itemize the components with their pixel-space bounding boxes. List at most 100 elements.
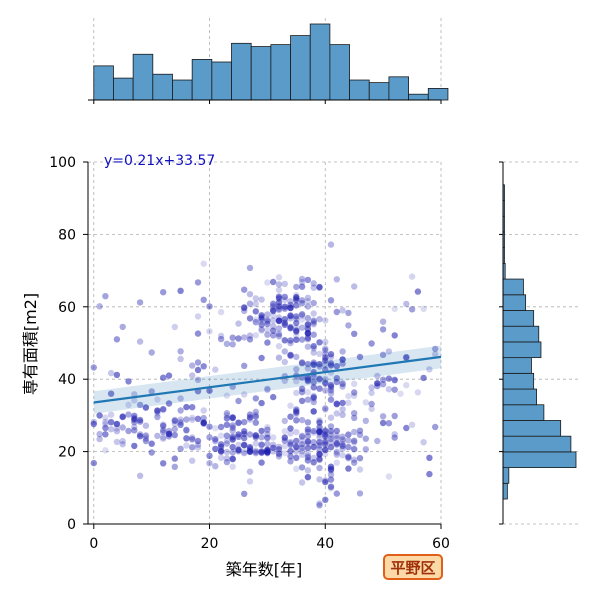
scatter-point bbox=[322, 380, 329, 388]
scatter-point bbox=[327, 435, 335, 443]
scatter-point bbox=[142, 422, 150, 429]
scatter-point bbox=[258, 459, 265, 466]
scatter-point bbox=[304, 457, 312, 464]
scatter-point bbox=[217, 454, 225, 461]
scatter-point bbox=[339, 445, 346, 452]
scatter-point bbox=[194, 330, 202, 337]
scatter-point bbox=[322, 338, 329, 346]
scatter-point bbox=[339, 440, 346, 448]
scatter-point bbox=[107, 390, 115, 397]
y-hist-bar bbox=[502, 482, 508, 500]
scatter-point bbox=[333, 440, 340, 447]
scatter-point bbox=[264, 386, 271, 393]
scatter-point bbox=[165, 431, 173, 438]
scatter-point bbox=[322, 317, 329, 324]
scatter-point bbox=[345, 309, 352, 317]
scatter-point bbox=[287, 339, 294, 347]
scatter-point bbox=[154, 408, 161, 415]
scatter-point bbox=[160, 428, 167, 436]
scatter-point bbox=[327, 390, 335, 397]
scatter-point bbox=[293, 297, 300, 304]
scatter-point bbox=[304, 432, 312, 440]
scatter-point bbox=[241, 428, 248, 435]
y-hist-bar bbox=[502, 404, 545, 421]
scatter-point bbox=[391, 412, 398, 420]
scatter-point bbox=[385, 386, 393, 393]
scatter-point bbox=[194, 376, 202, 383]
scatter-point bbox=[304, 335, 312, 343]
scatter-point bbox=[362, 435, 369, 442]
x-tick-label: 0 bbox=[89, 536, 98, 552]
scatter-point bbox=[298, 385, 306, 392]
x-hist-bar bbox=[172, 79, 193, 101]
scatter-point bbox=[293, 437, 300, 445]
x-tick-label: 60 bbox=[432, 536, 450, 552]
scatter-point bbox=[246, 411, 254, 418]
scatter-point bbox=[293, 295, 300, 302]
scatter-point bbox=[310, 359, 317, 366]
scatter-point bbox=[362, 446, 369, 454]
scatter-point bbox=[287, 298, 294, 305]
scatter-point bbox=[293, 443, 300, 450]
scatter-point bbox=[391, 305, 398, 313]
scatter-point bbox=[310, 343, 317, 350]
scatter-point bbox=[281, 296, 288, 304]
y-tick-label: 0 bbox=[67, 517, 76, 533]
scatter-point bbox=[432, 345, 439, 353]
scatter-point bbox=[189, 416, 196, 424]
scatter-point bbox=[298, 389, 306, 396]
scatter-point bbox=[298, 283, 306, 290]
scatter-point bbox=[304, 433, 312, 440]
scatter-point bbox=[327, 353, 335, 361]
scatter-point bbox=[420, 374, 427, 382]
scatter-point bbox=[206, 452, 213, 459]
scatter-point bbox=[264, 318, 271, 325]
scatter-point bbox=[310, 378, 317, 385]
scatter-point bbox=[223, 448, 231, 456]
scatter-point bbox=[391, 377, 398, 384]
scatter-point bbox=[264, 316, 271, 323]
scatter-point bbox=[310, 321, 317, 328]
scatter-point bbox=[136, 401, 144, 409]
scatter-point bbox=[131, 412, 138, 419]
scatter-point bbox=[165, 427, 173, 435]
scatter-point bbox=[107, 419, 115, 426]
scatter-point bbox=[183, 442, 190, 449]
scatter-point bbox=[293, 327, 300, 334]
scatter-point bbox=[246, 448, 254, 455]
scatter-point bbox=[177, 419, 184, 426]
scatter-point bbox=[333, 451, 340, 458]
scatter-point bbox=[316, 316, 323, 323]
scatter-point bbox=[275, 332, 283, 339]
scatter-point bbox=[339, 307, 346, 314]
scatter-point bbox=[304, 454, 312, 461]
scatter-point bbox=[327, 463, 335, 470]
scatter-point bbox=[264, 311, 271, 318]
scatter-point bbox=[131, 414, 138, 422]
scatter-point bbox=[270, 393, 277, 401]
scatter-point bbox=[107, 411, 115, 418]
scatter-point bbox=[189, 372, 196, 379]
scatter-point bbox=[154, 413, 161, 421]
scatter-point bbox=[142, 404, 150, 411]
scatter-point bbox=[217, 423, 225, 431]
scatter-point bbox=[246, 336, 254, 343]
scatter-point bbox=[287, 352, 294, 360]
y-hist-bar bbox=[502, 388, 537, 406]
y-hist-bar bbox=[502, 420, 562, 437]
scatter-point bbox=[252, 332, 259, 339]
scatter-point bbox=[327, 476, 335, 483]
scatter-point bbox=[316, 363, 323, 370]
scatter-point bbox=[316, 284, 323, 291]
scatter-point bbox=[304, 365, 312, 372]
scatter-point bbox=[264, 331, 271, 338]
scatter-point bbox=[258, 441, 265, 448]
scatter-point bbox=[171, 417, 178, 425]
scatter-point bbox=[333, 410, 340, 417]
scatter-point bbox=[252, 432, 259, 439]
scatter-point bbox=[241, 334, 248, 341]
scatter-point bbox=[298, 397, 306, 405]
scatter-point bbox=[316, 500, 323, 507]
scatter-point bbox=[252, 408, 259, 415]
scatter-point bbox=[316, 375, 323, 382]
